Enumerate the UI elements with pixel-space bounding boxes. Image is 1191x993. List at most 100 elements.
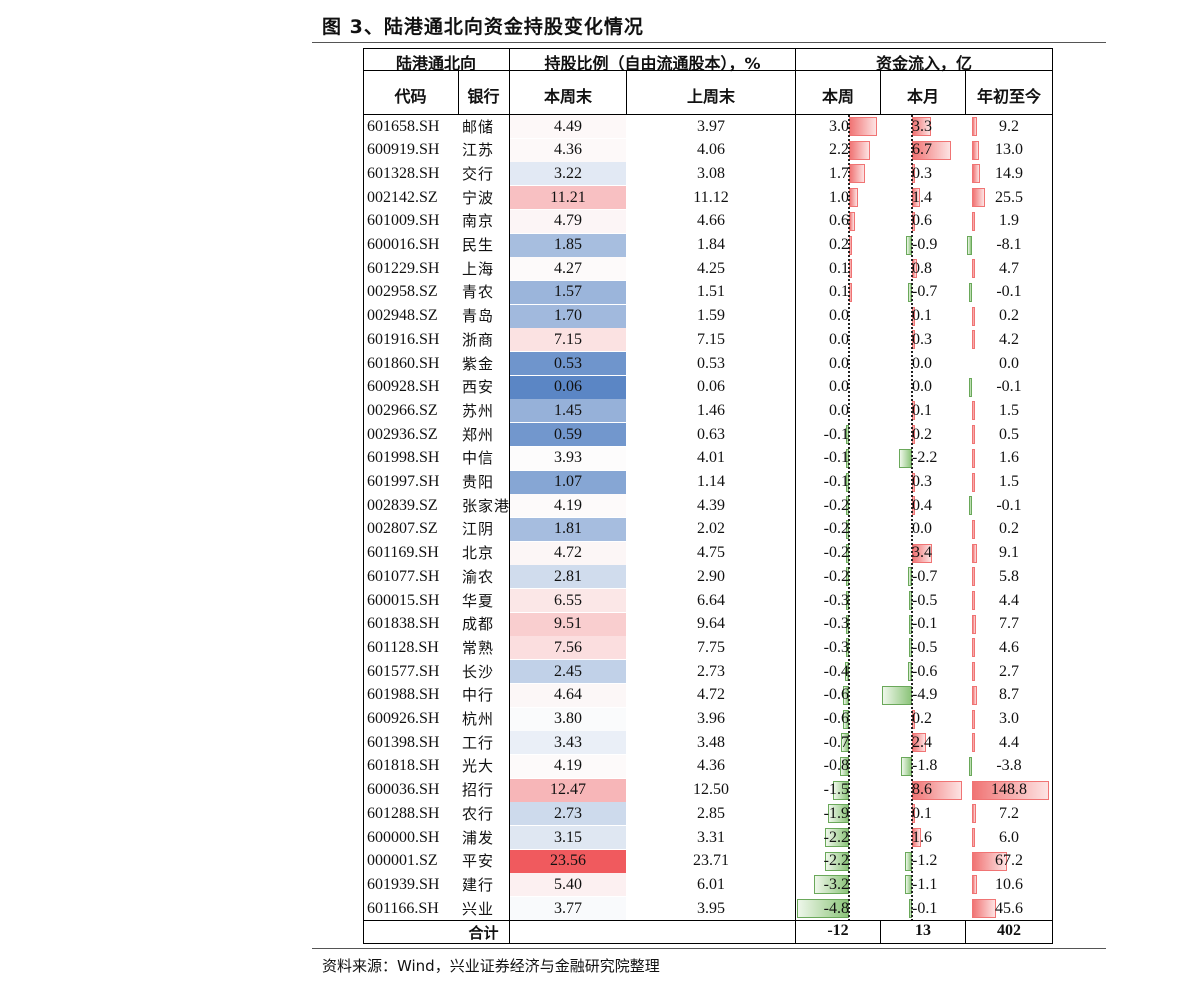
bank-name: 北京 — [462, 544, 495, 563]
inflow-month-value: -0.1 — [912, 899, 938, 917]
header-flow-week: 本周 — [821, 87, 854, 106]
inflow-bar-negative — [967, 235, 972, 255]
holding-this-week: 4.64 — [554, 686, 582, 704]
inflow-bar-positive — [972, 685, 977, 705]
inflow-bar-positive — [849, 164, 865, 184]
holding-this-week: 5.40 — [554, 875, 582, 893]
stock-code: 002142.SZ — [367, 188, 438, 206]
holding-last-week: 2.90 — [697, 567, 725, 585]
holding-last-week: 4.01 — [697, 449, 725, 467]
heat-cell — [510, 115, 626, 138]
inflow-week-value: -0.1 — [823, 425, 849, 443]
bottom-rule — [312, 948, 1106, 949]
inflow-ytd-value: -0.1 — [996, 283, 1022, 301]
holding-last-week: 12.50 — [693, 781, 729, 799]
heat-cell — [510, 541, 626, 565]
stock-code: 601838.SH — [367, 615, 440, 633]
holding-this-week: 12.47 — [550, 781, 586, 799]
inflow-week-value: 1.0 — [829, 188, 849, 206]
inflow-month-value: -0.1 — [912, 615, 938, 633]
heat-cell — [510, 280, 626, 304]
holding-last-week: 11.12 — [693, 188, 729, 206]
heat-cell — [510, 612, 626, 636]
holding-this-week: 1.70 — [554, 307, 582, 325]
stock-code: 601128.SH — [367, 638, 439, 656]
inflow-ytd-value: 5.8 — [999, 567, 1019, 585]
holding-this-week: 3.43 — [554, 733, 582, 751]
stock-code: 601988.SH — [367, 686, 440, 704]
holding-this-week: 3.15 — [554, 828, 582, 846]
bank-name: 中信 — [462, 449, 495, 468]
total-label: 合计 — [468, 924, 499, 942]
heat-cell — [510, 707, 626, 731]
holding-last-week: 6.01 — [697, 875, 725, 893]
bank-name: 青岛 — [462, 307, 495, 326]
inflow-ytd-value: 7.2 — [999, 804, 1019, 822]
inflow-ytd-value: 4.6 — [999, 638, 1019, 656]
inflow-ytd-value: 9.1 — [999, 544, 1019, 562]
inflow-ytd-value: 6.0 — [999, 828, 1019, 846]
col-divider-7 — [880, 920, 881, 944]
bank-name: 青农 — [462, 283, 495, 302]
stock-code: 601577.SH — [367, 662, 440, 680]
stock-code: 002966.SZ — [367, 401, 438, 419]
header-bank: 银行 — [467, 87, 500, 106]
heat-cell — [510, 826, 626, 849]
bank-name: 华夏 — [462, 591, 495, 610]
holding-this-week: 4.27 — [554, 259, 582, 277]
heat-cell — [510, 162, 626, 186]
inflow-bar-positive — [972, 401, 975, 421]
inflow-month-value: -1.1 — [912, 875, 938, 893]
bank-name: 贵阳 — [462, 473, 495, 491]
inflow-month-value: 0.0 — [912, 378, 932, 396]
inflow-bar-positive — [972, 140, 979, 160]
bank-name: 西安 — [462, 378, 495, 397]
inflow-bar-negative — [969, 756, 972, 776]
holding-this-week: 23.56 — [550, 852, 586, 870]
inflow-bar-positive — [972, 425, 975, 445]
inflow-month-value: 0.8 — [912, 259, 932, 277]
holding-last-week: 4.66 — [697, 212, 725, 230]
holding-this-week: 4.19 — [554, 496, 582, 514]
inflow-ytd-value: 0.2 — [999, 520, 1019, 538]
bank-name: 苏州 — [462, 401, 495, 420]
inflow-month-value: 0.3 — [912, 164, 932, 182]
holding-last-week: 9.64 — [697, 615, 725, 633]
header-group-divider — [363, 70, 1053, 71]
source-note: 资料来源：Wind，兴业证券经济与金融研究院整理 — [322, 957, 660, 975]
holding-last-week: 3.31 — [697, 828, 725, 846]
header-group-holding-ratio: 持股比例（自由流通股本），% — [544, 54, 761, 73]
heat-cell — [510, 399, 626, 423]
inflow-month-value: 1.6 — [912, 828, 932, 846]
inflow-week-value: 0.0 — [829, 307, 849, 325]
inflow-bar-positive — [972, 662, 975, 682]
header-last-week: 上周末 — [686, 87, 735, 106]
holding-this-week: 4.79 — [554, 212, 582, 230]
heat-cell — [510, 209, 626, 233]
heat-cell — [510, 565, 626, 589]
heat-cell — [510, 375, 626, 399]
holding-last-week: 0.53 — [697, 354, 725, 372]
inflow-bar-positive — [972, 709, 975, 729]
inflow-month-value: 3.3 — [912, 117, 932, 135]
inflow-month-value: -0.7 — [912, 283, 938, 301]
bank-name: 常熟 — [462, 638, 495, 657]
total-top-divider — [363, 920, 1053, 921]
stock-code: 002958.SZ — [367, 283, 438, 301]
bank-name: 南京 — [462, 212, 495, 231]
inflow-bar-positive — [972, 211, 975, 231]
inflow-month-value: -4.9 — [912, 686, 938, 704]
inflow-month-value: 2.4 — [912, 733, 932, 751]
bank-name: 江苏 — [462, 141, 495, 160]
heat-cell — [510, 589, 626, 612]
inflow-week-value: -1.9 — [823, 804, 849, 822]
holding-this-week: 6.55 — [554, 591, 582, 609]
holding-this-week: 2.81 — [554, 567, 582, 585]
inflow-bar-positive — [972, 638, 975, 658]
inflow-ytd-value: 4.4 — [999, 733, 1019, 751]
heat-cell — [510, 802, 626, 826]
stock-code: 002948.SZ — [367, 307, 438, 325]
holding-last-week: 1.51 — [697, 283, 725, 301]
inflow-bar-negative — [898, 448, 912, 468]
holding-this-week: 3.77 — [554, 899, 582, 917]
